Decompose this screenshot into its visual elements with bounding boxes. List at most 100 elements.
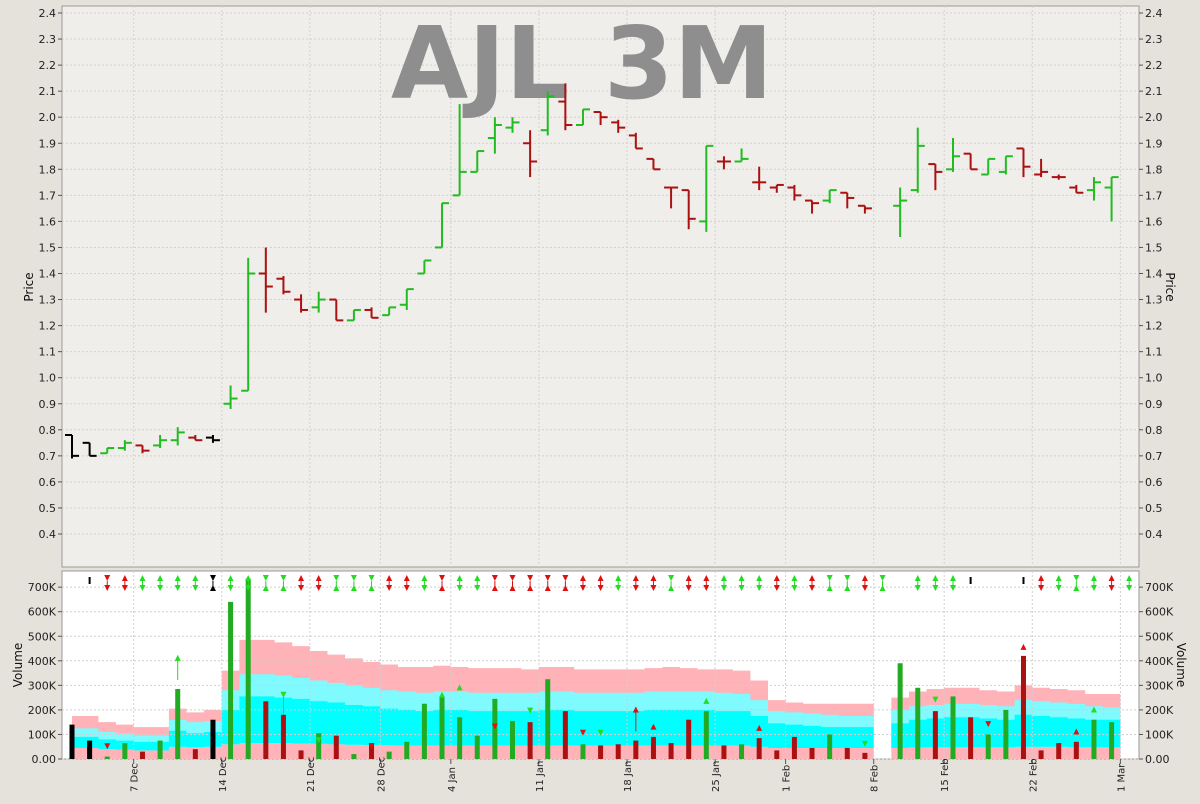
price-tick-label: 1.5 xyxy=(1145,241,1163,254)
signal-top-arrow xyxy=(720,575,727,581)
signal-bottom-arrow xyxy=(1126,585,1133,591)
volume-signal-arrow xyxy=(1020,643,1027,650)
price-tick-label: 1.2 xyxy=(1145,320,1163,333)
volume-tick-label: 500K xyxy=(1145,630,1174,643)
signal-top-arrow xyxy=(474,575,481,581)
signal-top-arrow xyxy=(527,575,534,581)
volume-tick-label: 0.00 xyxy=(1145,753,1170,766)
signal-bar-marker xyxy=(1022,577,1025,584)
signal-bottom-arrow xyxy=(650,585,657,591)
signal-top-arrow xyxy=(1055,575,1062,581)
date-tick-label: 21 Dec xyxy=(306,757,317,792)
volume-signal-arrow xyxy=(597,729,604,736)
signal-bottom-arrow xyxy=(403,585,410,591)
price-tick-label: 0.9 xyxy=(1145,398,1163,411)
signal-top-arrow xyxy=(826,575,833,581)
signal-top-arrow xyxy=(773,575,780,581)
signal-top-arrow xyxy=(1073,575,1080,581)
signal-bottom-arrow xyxy=(861,585,868,591)
signal-top-arrow xyxy=(1090,575,1097,581)
date-tick-label: 28 Dec xyxy=(376,757,387,792)
signal-top-arrow xyxy=(879,575,886,581)
signal-top-arrow xyxy=(121,575,128,581)
signal-bottom-arrow xyxy=(139,585,146,591)
price-tick-label: 0.7 xyxy=(39,450,57,463)
signal-top-arrow xyxy=(315,575,322,581)
price-tick-label: 1.3 xyxy=(1145,294,1163,307)
signal-top-arrow xyxy=(350,575,357,581)
volume-tick-label: 600K xyxy=(28,606,57,619)
volume-signal-arrow xyxy=(861,740,868,747)
price-tick-label: 2.4 xyxy=(39,7,57,20)
price-tick-label: 1.6 xyxy=(39,215,57,228)
volume-signal-arrow xyxy=(1073,728,1080,735)
date-tick-label: 15 Feb xyxy=(940,758,951,792)
signal-bottom-arrow xyxy=(668,585,675,591)
volume-signal-arrow xyxy=(527,707,534,714)
volume-bar xyxy=(510,720,515,759)
date-tick-label: 1 Mar xyxy=(1116,763,1127,792)
signal-bottom-arrow xyxy=(879,585,886,591)
volume-bar xyxy=(580,744,586,759)
chart-title: AJL 3M xyxy=(391,5,773,122)
signal-top-arrow xyxy=(844,575,851,581)
signal-top-arrow xyxy=(368,575,375,581)
price-tick-label: 1.4 xyxy=(39,268,57,281)
price-tick-label: 0.5 xyxy=(1145,502,1163,515)
volume-tick-label: 700K xyxy=(28,581,57,594)
volume-bar xyxy=(69,724,75,759)
volume-bar xyxy=(404,741,410,759)
volume-bar xyxy=(1020,655,1026,759)
price-tick-label: 1.9 xyxy=(39,137,57,150)
signal-bottom-arrow xyxy=(157,585,164,591)
price-axis-label-left: Price xyxy=(22,272,36,301)
price-axis-left: 0.4 0.5 0.6 0.7 0.8 0.9 1.0 1.1 1.2 1.3 1.4 1.5 1.6 1… xyxy=(39,7,62,541)
price-tick-label: 0.9 xyxy=(39,398,57,411)
volume-bar xyxy=(774,750,780,759)
volume-bar xyxy=(562,711,568,759)
volume-bar xyxy=(756,738,762,759)
signal-top-arrow xyxy=(914,575,921,581)
volume-arrows xyxy=(104,643,1097,750)
volume-signal-arrow xyxy=(985,721,992,728)
volume-grid xyxy=(62,571,1139,760)
signal-bottom-arrow xyxy=(703,585,710,591)
volume-bar xyxy=(316,733,322,759)
date-tick-label: 18 Jan xyxy=(623,761,634,792)
signal-bottom-arrow xyxy=(720,585,727,591)
volume-signal-arrow xyxy=(368,743,375,750)
signal-bottom-arrow xyxy=(262,585,269,591)
volume-tick-label: 300K xyxy=(28,679,57,692)
volume-tick-label: 0.00 xyxy=(32,753,57,766)
volume-tick-label: 400K xyxy=(1145,655,1174,668)
volume-bar xyxy=(827,734,833,759)
signal-bottom-arrow xyxy=(245,585,252,591)
price-grid xyxy=(62,6,1139,567)
signal-top-arrow xyxy=(157,575,164,581)
volume-axis-label-right: Volume xyxy=(1174,643,1188,688)
volume-axis-right: 0.00 100K 200K 300K 400K 500K 600K 700K xyxy=(1139,581,1174,766)
signal-bottom-arrow xyxy=(368,585,375,591)
date-tick-label: 1 Feb xyxy=(782,765,793,792)
signal-bottom-arrow xyxy=(615,585,622,591)
signal-bottom-arrow xyxy=(562,585,569,591)
price-tick-label: 1.6 xyxy=(1145,215,1163,228)
signal-bottom-arrow xyxy=(597,585,604,591)
volume-bar xyxy=(245,578,251,759)
signal-bottom-arrow xyxy=(209,585,216,591)
signal-bottom-arrow xyxy=(826,585,833,591)
price-tick-label: 2.3 xyxy=(1145,33,1163,46)
price-tick-label: 1.9 xyxy=(1145,137,1163,150)
volume-bar xyxy=(1003,709,1009,759)
volume-tick-label: 100K xyxy=(28,728,57,741)
signal-bottom-arrow xyxy=(439,585,446,591)
signal-top-arrow xyxy=(791,575,798,581)
volume-signal-arrow xyxy=(280,691,287,698)
volume-bar xyxy=(686,719,692,759)
signal-bottom-arrow xyxy=(474,585,481,591)
signal-top-arrow xyxy=(861,575,868,581)
signal-bottom-arrow xyxy=(914,585,921,591)
signal-top-arrow xyxy=(262,575,269,581)
volume-tick-label: 300K xyxy=(1145,679,1174,692)
price-tick-label: 1.1 xyxy=(1145,346,1163,359)
